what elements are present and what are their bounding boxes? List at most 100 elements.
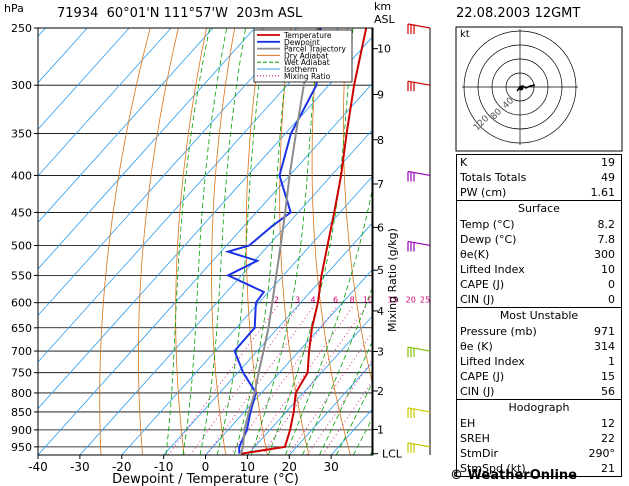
mixing-ratio-line — [322, 379, 373, 455]
dry-adiabat-line — [245, 28, 268, 455]
surface-row: Temp (°C) 8.2 — [460, 218, 615, 231]
legend-label: Wet Adiabat — [284, 58, 330, 67]
datetime-header: 22.08.2003 12GMT — [456, 6, 581, 21]
y-tick-label: 250 — [11, 22, 32, 35]
x-tick-label: -40 — [28, 460, 48, 474]
hodograph-unit: kt — [460, 29, 470, 40]
wind-barb-staff — [407, 346, 431, 352]
station-header: 71934 60°01'N 111°57'W 203m ASL — [57, 6, 302, 21]
dry-adiabat-line — [211, 28, 236, 455]
series-line-parcel-trajectory — [240, 28, 319, 454]
index-row: PW (cm) 1.61 — [460, 186, 616, 199]
x-tick-label: 10 — [240, 460, 255, 474]
mixing-ratio-label: 25 — [420, 295, 430, 304]
unstable-box: Most Unstable Pressure (mb) 971 θe (K) 314… — [456, 308, 622, 400]
station-elevation: 203m ASL — [236, 6, 303, 21]
y-tick-label: 450 — [11, 206, 32, 219]
index-value: 49 — [601, 171, 615, 184]
km-tick-label: 4 — [377, 305, 384, 318]
mixing-ratio-line — [230, 305, 338, 455]
y-tick-label: 550 — [11, 269, 32, 282]
lcl-label: LCL — [382, 448, 403, 461]
hodograph-row: EH 12 — [460, 417, 615, 430]
isotherm-line — [38, 28, 214, 223]
index-row: K 19 — [460, 156, 615, 169]
km-tick-label: 6 — [377, 221, 384, 234]
isotherm-line — [79, 128, 373, 455]
hodograph-row: StmDir 290° — [460, 447, 615, 460]
legend-label: Isotherm — [284, 65, 317, 74]
hodograph-title: Hodograph — [508, 401, 570, 414]
y-tick-label: 650 — [11, 322, 32, 335]
mixing-ratio-line — [287, 331, 373, 455]
mixing-ratio-label: 2 — [274, 295, 279, 304]
x-tick-label: 30 — [323, 460, 338, 474]
mixing-ratio-line — [306, 357, 373, 455]
station-lon: 111°57'W — [163, 6, 228, 21]
dry-adiabat-line — [279, 28, 310, 455]
y-tick-label: 800 — [11, 387, 32, 400]
mixing-ratio-label: 8 — [350, 295, 355, 304]
x-tick-label: 0 — [202, 460, 210, 474]
dry-adiabat-line — [311, 28, 351, 455]
y-tick-label: 850 — [11, 406, 32, 419]
wind-barb-staff — [407, 23, 431, 29]
station-id: 71934 — [57, 6, 99, 21]
dry-adiabat-line — [137, 28, 179, 455]
surface-row: CIN (J) 0 — [460, 293, 615, 306]
y-tick-label: 900 — [11, 424, 32, 437]
unstable-row: θe (K) 314 — [460, 340, 615, 353]
unstable-row: Pressure (mb) 971 — [460, 325, 615, 338]
unstable-row: Lifted Index 1 — [460, 355, 615, 368]
km-tick-label: 2 — [377, 385, 384, 398]
station-lat: 60°01'N — [106, 6, 160, 21]
km-tick-label: 3 — [377, 345, 384, 358]
km-tick-label: 7 — [377, 178, 384, 191]
wind-barb-staff — [407, 170, 431, 177]
isotherm-line — [205, 268, 373, 455]
unstable-title: Most Unstable — [499, 309, 579, 322]
wet-adiabat-line — [233, 28, 292, 455]
surface-box: Surface Temp (°C) 8.2 Dewp (°C) 7.8 θe(K) 3… — [456, 201, 622, 308]
x-tick-label: -10 — [154, 460, 174, 474]
isotherm-line — [288, 361, 373, 455]
wet-adiabat-line — [285, 183, 373, 455]
mixing-ratio-label: 15 — [388, 295, 398, 304]
km-tick-label: 5 — [377, 264, 384, 277]
wet-adiabat-line — [182, 28, 228, 455]
y-tick-label: 500 — [11, 239, 32, 252]
hodograph-row: StmSpd (kt) 21 — [460, 462, 615, 475]
wet-adiabat-line — [216, 28, 268, 455]
isotherm-line — [38, 28, 256, 270]
index-value: 1.61 — [590, 186, 616, 199]
km-unit-label: km — [374, 0, 392, 13]
hodograph-frame — [455, 26, 623, 152]
legend-label: Dewpoint — [284, 38, 320, 47]
x-axis-title: Dewpoint / Temperature (°C) — [112, 472, 299, 486]
mixing-ratio-label: 6 — [333, 295, 338, 304]
series-line-temperature — [240, 28, 368, 455]
hodograph-row: SREH 22 — [460, 432, 615, 445]
x-tick-label: 20 — [282, 460, 297, 474]
mixing-ratio-line — [247, 305, 354, 455]
surface-row: θe(K) 300 — [460, 248, 615, 261]
y-tick-label: 700 — [11, 345, 32, 358]
series-line-dewpoint — [224, 28, 322, 454]
wind-barb-staff — [407, 240, 431, 247]
isotherm-line — [38, 28, 172, 177]
surface-row: CAPE (J) 0 — [460, 278, 615, 291]
mixing-ratio-line — [261, 305, 368, 455]
y-tick-label: 950 — [11, 441, 32, 454]
km-tick-label: 8 — [377, 134, 384, 147]
km-tick-label: 1 — [377, 424, 384, 437]
index-value: 19 — [601, 156, 615, 169]
legend-label: Parcel Trajectory — [284, 45, 346, 54]
wind-barb-staff — [407, 407, 431, 413]
isotherm-line — [247, 314, 373, 455]
mixing-ratio-label: 3 — [295, 295, 300, 304]
mixing-ratio-label: 20 — [406, 295, 416, 304]
isotherm-line — [121, 175, 373, 455]
index-row: Totals Totals 49 — [460, 171, 615, 184]
